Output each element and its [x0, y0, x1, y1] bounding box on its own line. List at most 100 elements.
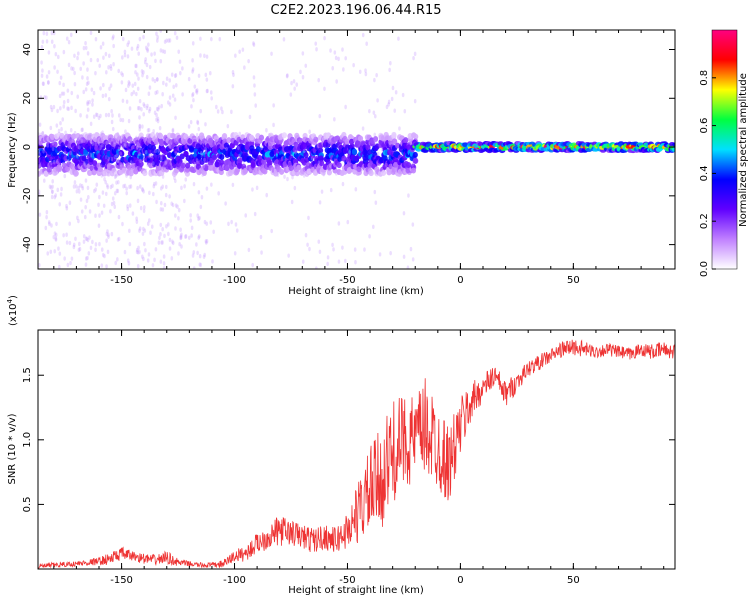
spectrogram-cell	[243, 65, 246, 70]
spectrogram-cell	[334, 171, 338, 176]
spectrogram-cell	[173, 97, 177, 102]
spectrogram-cell	[225, 146, 228, 152]
spectrogram-cell	[107, 65, 110, 70]
x-tick-label: 0	[457, 275, 463, 286]
spectrogram-cell	[164, 192, 168, 198]
spectrogram-cell	[156, 77, 159, 82]
spectrogram-cell	[187, 235, 191, 240]
spectrogram-cell	[372, 135, 379, 142]
spectrogram-cell	[142, 34, 145, 40]
spectrogram-cell	[87, 251, 91, 256]
spectrogram-cell	[318, 160, 325, 167]
spectrogram-cell	[398, 126, 401, 131]
x-tick-label: 0	[457, 575, 463, 586]
spectrogram-cell	[237, 157, 243, 164]
spectrogram-cell	[169, 156, 173, 161]
spectrogram-cell	[168, 246, 172, 251]
spectrogram-cell	[191, 91, 195, 97]
spectrogram-cell	[107, 156, 111, 162]
spectrogram-cell	[72, 184, 76, 189]
spectrogram-cell	[157, 105, 161, 110]
spectrogram-cell	[135, 247, 139, 253]
spectrogram-cell	[162, 80, 165, 86]
spectrogram-cell	[204, 239, 208, 244]
spectrogram-cell	[171, 240, 175, 246]
spectrogram-cell	[129, 138, 132, 144]
spectrogram-cell	[47, 220, 51, 225]
spectrogram-cell	[142, 208, 146, 214]
spectrogram-cell	[395, 142, 401, 149]
spectrogram-cell	[253, 83, 256, 88]
spectrogram-cell	[202, 254, 206, 259]
spectrogram-cell	[131, 83, 135, 88]
spectrogram-cell	[156, 118, 160, 124]
spectrogram-cell	[157, 133, 161, 138]
spectrogram-cell	[170, 72, 174, 77]
spectrogram-cell	[270, 228, 273, 234]
spectrogram-cell	[151, 263, 155, 268]
spectrogram-cell	[42, 81, 45, 87]
spectrogram-cell	[373, 114, 377, 119]
spectrogram-cell	[101, 252, 105, 258]
spectrogram-cell	[79, 183, 82, 188]
spectrogram-cell	[165, 224, 168, 229]
spectrogram-cell	[393, 167, 397, 172]
spectrogram-cell	[123, 249, 127, 255]
spectrogram-cell	[204, 146, 208, 152]
spectrogram-cell	[212, 229, 215, 235]
spectrogram-cell	[109, 83, 113, 88]
spectrogram-cell	[111, 183, 114, 188]
spectrogram-cell	[237, 145, 240, 151]
spectrogram-cell	[167, 231, 170, 237]
spectrogram-cell	[187, 76, 191, 82]
spectrogram-cell	[312, 169, 319, 176]
spectrogram-cell	[279, 168, 285, 175]
spectrogram-cell	[126, 204, 129, 209]
spectrogram-cell	[294, 150, 297, 155]
spectrogram-cell	[234, 222, 238, 227]
spectrogram-cell	[393, 156, 399, 163]
x-tick-label: -50	[339, 575, 355, 586]
spectrogram-cell	[138, 115, 141, 120]
spectrogram-cell	[160, 103, 163, 109]
spectrogram-cell	[123, 143, 127, 148]
spectrogram-cell	[317, 239, 321, 244]
spectrogram-cell	[183, 184, 186, 189]
spectrogram-cell	[43, 170, 49, 177]
spectrogram-cell	[304, 233, 308, 238]
spectrogram-cell	[116, 180, 120, 185]
spectrogram-cell	[361, 166, 364, 172]
spectrogram-cell	[244, 213, 248, 218]
spectrogram-cell	[51, 161, 58, 168]
spectrogram-cell	[103, 135, 109, 142]
spectrogram-cell	[110, 119, 114, 125]
spectrogram-cell	[121, 72, 125, 78]
spectrogram-cell	[88, 209, 92, 214]
spectrogram-cell	[100, 210, 104, 215]
spectrogram-cell	[671, 147, 675, 152]
spectrogram-cell	[372, 224, 375, 230]
spectrogram-cell	[69, 32, 73, 38]
spectrogram-cell	[288, 165, 294, 172]
spectrogram-cell	[155, 117, 158, 122]
spectrogram-cell	[112, 142, 116, 148]
spectrogram-cell	[38, 152, 41, 157]
spectrogram-cell	[136, 185, 139, 191]
spectrogram-cell	[84, 45, 88, 51]
spectrogram-cell	[162, 254, 166, 259]
spectrogram-cell	[86, 100, 90, 105]
spectrogram-cell	[104, 112, 108, 118]
spectrogram-cell	[65, 206, 69, 211]
spectrogram-cell	[84, 178, 88, 183]
spectrogram-cell	[144, 45, 148, 50]
spectrogram-cell	[111, 113, 114, 118]
spectrogram-cell	[227, 221, 230, 227]
spectrogram-cell	[158, 235, 161, 241]
spectrogram-cell	[211, 259, 214, 264]
spectrogram-cell	[201, 136, 204, 141]
spectrogram-cell	[159, 222, 163, 228]
spectrogram-cell	[204, 140, 207, 145]
spectrogram-cell	[85, 81, 89, 87]
spectrogram-cell	[105, 231, 109, 237]
spectrogram-cell	[135, 249, 139, 255]
